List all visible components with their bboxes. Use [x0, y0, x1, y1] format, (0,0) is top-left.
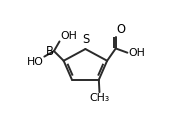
Text: CH₃: CH₃ [89, 93, 109, 103]
Text: S: S [82, 33, 89, 46]
Text: OH: OH [128, 48, 145, 58]
Text: O: O [116, 23, 125, 36]
Text: HO: HO [27, 57, 44, 67]
Text: OH: OH [60, 31, 77, 41]
Text: B: B [46, 45, 54, 58]
